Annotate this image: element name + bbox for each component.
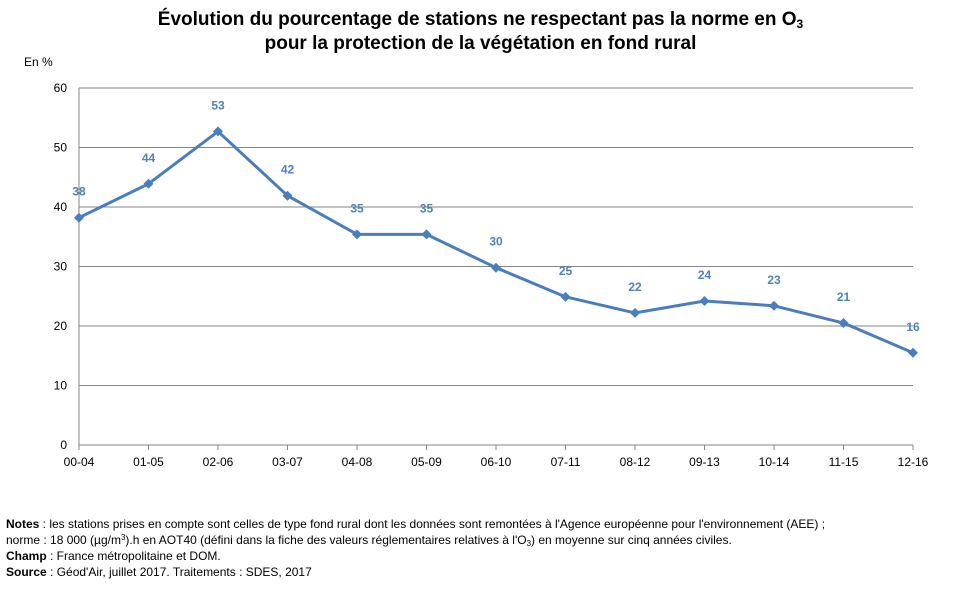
source-text: : Géod'Air, juillet 2017. Traitements : … xyxy=(46,565,312,579)
champ-label: Champ xyxy=(6,549,47,563)
y-axis-label: En % xyxy=(24,55,53,69)
data-label: 38 xyxy=(72,185,86,199)
chart-title-subscript: 3 xyxy=(796,17,804,31)
x-tick-label: 00-04 xyxy=(64,455,95,469)
data-point xyxy=(143,178,154,189)
x-tick-label: 06-10 xyxy=(481,455,512,469)
data-point xyxy=(560,291,571,302)
line-chart: En % 0 10 20 30 40 50 60 00-04 01-05 02-06 03-07 04-… xyxy=(24,55,929,469)
notes-text2c: ) en moyenne sur cinq années civiles. xyxy=(531,533,732,547)
x-tick-label: 05-09 xyxy=(411,455,442,469)
y-tick-label: 40 xyxy=(54,200,68,214)
x-tick-label: 07-11 xyxy=(551,455,581,469)
data-label: 53 xyxy=(211,98,225,112)
data-point xyxy=(769,300,779,311)
y-tick-label: 60 xyxy=(54,81,68,95)
data-label: 42 xyxy=(281,163,295,177)
x-tick-label: 09-13 xyxy=(689,455,720,469)
x-tick-label: 04-08 xyxy=(342,455,373,469)
data-point xyxy=(74,212,84,223)
x-tick-label: 12-16 xyxy=(898,455,929,469)
data-point xyxy=(630,307,640,318)
chart-title-line2: pour la protection de la végétation en f… xyxy=(264,33,697,54)
x-tick-label: 01-05 xyxy=(133,455,164,469)
data-label: 21 xyxy=(837,290,851,304)
data-label: 16 xyxy=(906,320,920,334)
source-label: Source xyxy=(6,565,47,579)
data-label: 25 xyxy=(559,264,573,278)
data-label: 35 xyxy=(350,201,364,215)
notes-line1: Notes : les stations prises en compte so… xyxy=(6,516,956,532)
y-tick-label: 30 xyxy=(54,260,68,274)
data-label: 35 xyxy=(420,201,434,215)
x-tick-label: 03-07 xyxy=(272,455,303,469)
data-point xyxy=(213,126,223,137)
y-tick-label: 20 xyxy=(54,319,68,333)
y-tick-label: 0 xyxy=(60,438,67,452)
notes-text2-sup: 3 xyxy=(120,533,126,542)
notes-text2b: ).h en AOT40 (défini dans la fiche des v… xyxy=(125,533,527,547)
data-label: 44 xyxy=(142,151,156,165)
data-label: 22 xyxy=(628,280,642,294)
data-label: 23 xyxy=(767,273,781,287)
data-point xyxy=(282,190,293,201)
x-tick-label: 11-15 xyxy=(829,455,859,469)
data-point xyxy=(352,229,362,240)
source-line: Source : Géod'Air, juillet 2017. Traitem… xyxy=(6,564,956,580)
notes-text2-sub: 3 xyxy=(526,539,532,548)
notes-label: Notes xyxy=(6,517,40,531)
x-tick-label: 02-06 xyxy=(203,455,234,469)
chart-title: Évolution du pourcentage de stations ne … xyxy=(0,8,961,56)
champ-line: Champ : France métropolitaine et DOM. xyxy=(6,548,956,564)
notes-text1: : les stations prises en compte sont cel… xyxy=(39,517,826,531)
data-point xyxy=(699,296,710,307)
chart-title-line1-text: Évolution du pourcentage de stations ne … xyxy=(157,9,797,30)
y-tick-label: 10 xyxy=(54,379,68,393)
notes-block: Notes : les stations prises en compte so… xyxy=(6,516,956,580)
notes-text2a: norme : 18 000 (µg/m xyxy=(6,533,121,547)
data-point xyxy=(491,262,501,273)
notes-line2: norme : 18 000 (µg/m3).h en AOT40 (défin… xyxy=(6,532,956,548)
data-point xyxy=(838,318,849,329)
chart-title-line1: Évolution du pourcentage de stations ne … xyxy=(0,8,961,32)
data-point xyxy=(421,229,432,240)
x-tick-label: 08-12 xyxy=(620,455,651,469)
champ-text: : France métropolitaine et DOM. xyxy=(46,549,221,563)
x-tick-label: 10-14 xyxy=(759,455,790,469)
data-label: 30 xyxy=(489,235,503,249)
y-tick-label: 50 xyxy=(54,141,68,155)
data-label: 24 xyxy=(698,268,712,282)
data-point xyxy=(908,347,918,358)
